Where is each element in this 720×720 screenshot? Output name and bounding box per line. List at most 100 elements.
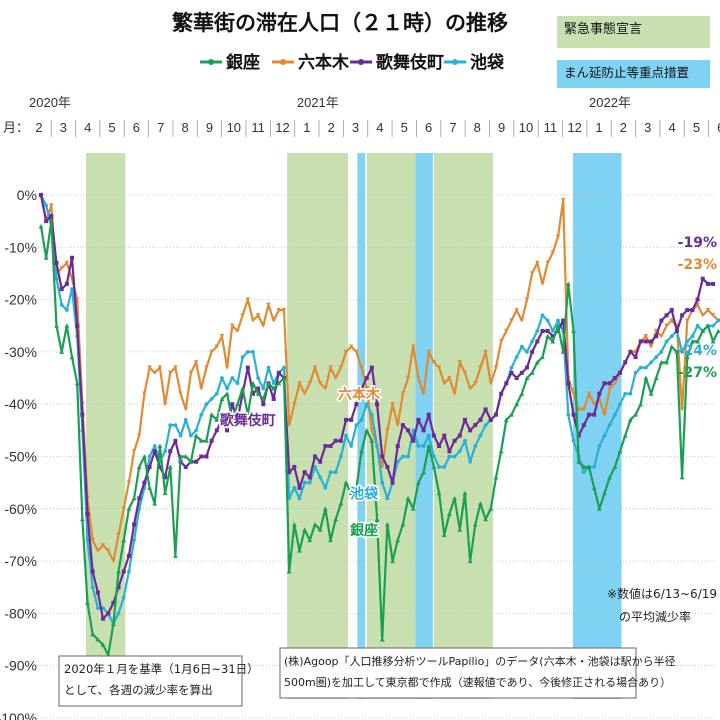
- data-point-roppongi: [137, 433, 142, 438]
- data-point-ginza: [193, 433, 199, 438]
- data-point-kabukicho: [219, 417, 224, 422]
- data-point-ikebukuro: [711, 323, 715, 328]
- data-point-roppongi: [524, 297, 530, 302]
- data-point-roppongi: [276, 307, 282, 313]
- data-point-kabukicho: [333, 438, 338, 443]
- data-point-roppongi: [390, 402, 395, 407]
- data-point-roppongi: [405, 375, 411, 381]
- data-point-kabukicho: [612, 376, 617, 381]
- data-point-ikebukuro: [685, 339, 690, 344]
- data-point-roppongi: [271, 318, 276, 323]
- data-point-ginza: [638, 401, 644, 407]
- quasi-emergency-band-6: [572, 153, 622, 699]
- data-point-roppongi: [59, 266, 64, 271]
- data-point-roppongi: [147, 365, 152, 370]
- period-bands: [85, 153, 622, 699]
- data-point-kabukicho: [364, 376, 369, 381]
- data-point-ikebukuro: [240, 355, 245, 360]
- data-point-kabukicho: [338, 438, 343, 443]
- data-point-ikebukuro: [421, 444, 426, 448]
- data-point-ginza: [126, 506, 132, 511]
- legend-marker-ginza: [208, 59, 214, 65]
- data-point-ikebukuro: [509, 365, 514, 370]
- data-point-kabukicho: [121, 569, 126, 574]
- data-point-kabukicho: [535, 339, 540, 344]
- data-point-ginza: [38, 223, 44, 229]
- data-point-ginza: [266, 380, 271, 386]
- data-point-kabukicho: [318, 459, 323, 464]
- data-point-kabukicho: [59, 287, 64, 292]
- data-point-roppongi: [612, 381, 618, 386]
- data-point-roppongi: [152, 370, 157, 375]
- data-point-ginza: [586, 464, 592, 469]
- y-tick-label: -70%: [4, 553, 37, 569]
- data-point-kabukicho: [452, 438, 457, 443]
- data-point-roppongi: [343, 349, 349, 354]
- data-point-ginza: [695, 339, 700, 344]
- data-point-ginza: [90, 631, 96, 637]
- data-point-ginza: [493, 475, 499, 480]
- data-point-ginza: [674, 349, 680, 354]
- data-point-ikebukuro: [126, 569, 131, 574]
- data-point-ginza: [519, 391, 525, 396]
- data-point-kabukicho: [204, 454, 209, 459]
- data-point-roppongi: [338, 365, 344, 370]
- data-point-kabukicho: [643, 339, 648, 344]
- data-point-ginza: [483, 516, 489, 522]
- data-point-roppongi: [323, 386, 328, 391]
- data-point-kabukicho: [587, 412, 592, 417]
- data-point-ginza: [317, 527, 323, 532]
- data-point-ikebukuro: [442, 465, 447, 469]
- data-point-ginza: [441, 532, 447, 537]
- data-point-roppongi: [204, 365, 209, 370]
- data-point-ikebukuro: [292, 485, 297, 490]
- source-note-line-2: 500m圏)を加工して東京都で作成（速報値であり、今後修正される場合あり）: [284, 675, 671, 689]
- series-line-ginza: [39, 220, 720, 657]
- data-point-ikebukuro: [235, 381, 240, 386]
- data-point-ginza: [364, 427, 370, 433]
- data-point-ikebukuro: [597, 444, 602, 448]
- data-point-ikebukuro: [333, 470, 338, 475]
- data-point-ginza: [565, 281, 571, 286]
- data-point-ginza: [534, 359, 540, 365]
- data-point-kabukicho: [385, 464, 390, 469]
- data-point-ginza: [560, 349, 566, 354]
- data-point-ikebukuro: [659, 350, 664, 354]
- data-point-roppongi: [700, 313, 705, 318]
- data-point-roppongi: [462, 370, 468, 375]
- data-point-kabukicho: [659, 318, 664, 323]
- data-point-kabukicho: [664, 313, 669, 318]
- data-point-roppongi: [421, 391, 426, 396]
- month-tick-label: 12: [275, 120, 289, 135]
- data-point-ginza: [457, 527, 463, 532]
- data-point-ikebukuro: [411, 428, 416, 433]
- data-point-kabukicho: [499, 391, 504, 396]
- data-point-ginza: [498, 448, 504, 454]
- data-point-kabukicho: [256, 386, 261, 391]
- data-point-ikebukuro: [457, 449, 462, 454]
- data-point-roppongi: [359, 365, 364, 370]
- data-point-roppongi: [555, 234, 561, 239]
- data-point-ikebukuro: [618, 402, 622, 407]
- month-tick-label: 7: [157, 120, 164, 135]
- data-point-roppongi: [545, 260, 550, 265]
- data-point-kabukicho: [328, 444, 333, 449]
- data-point-ginza: [627, 417, 633, 422]
- data-point-ginza: [705, 323, 711, 328]
- data-point-roppongi: [261, 323, 266, 328]
- month-tick-label: 6: [425, 120, 432, 135]
- data-point-ginza: [509, 412, 514, 417]
- data-point-roppongi: [245, 297, 250, 302]
- data-point-kabukicho: [519, 370, 524, 375]
- data-point-kabukicho: [411, 438, 416, 443]
- data-point-ikebukuro: [628, 391, 633, 396]
- data-point-ikebukuro: [690, 334, 695, 339]
- data-point-ginza: [260, 396, 266, 401]
- data-point-ginza: [710, 339, 716, 344]
- month-tick-label: 1: [595, 120, 602, 135]
- data-point-ikebukuro: [147, 454, 152, 459]
- data-point-roppongi: [240, 313, 245, 318]
- data-point-ikebukuro: [566, 412, 571, 417]
- data-point-roppongi: [126, 480, 132, 485]
